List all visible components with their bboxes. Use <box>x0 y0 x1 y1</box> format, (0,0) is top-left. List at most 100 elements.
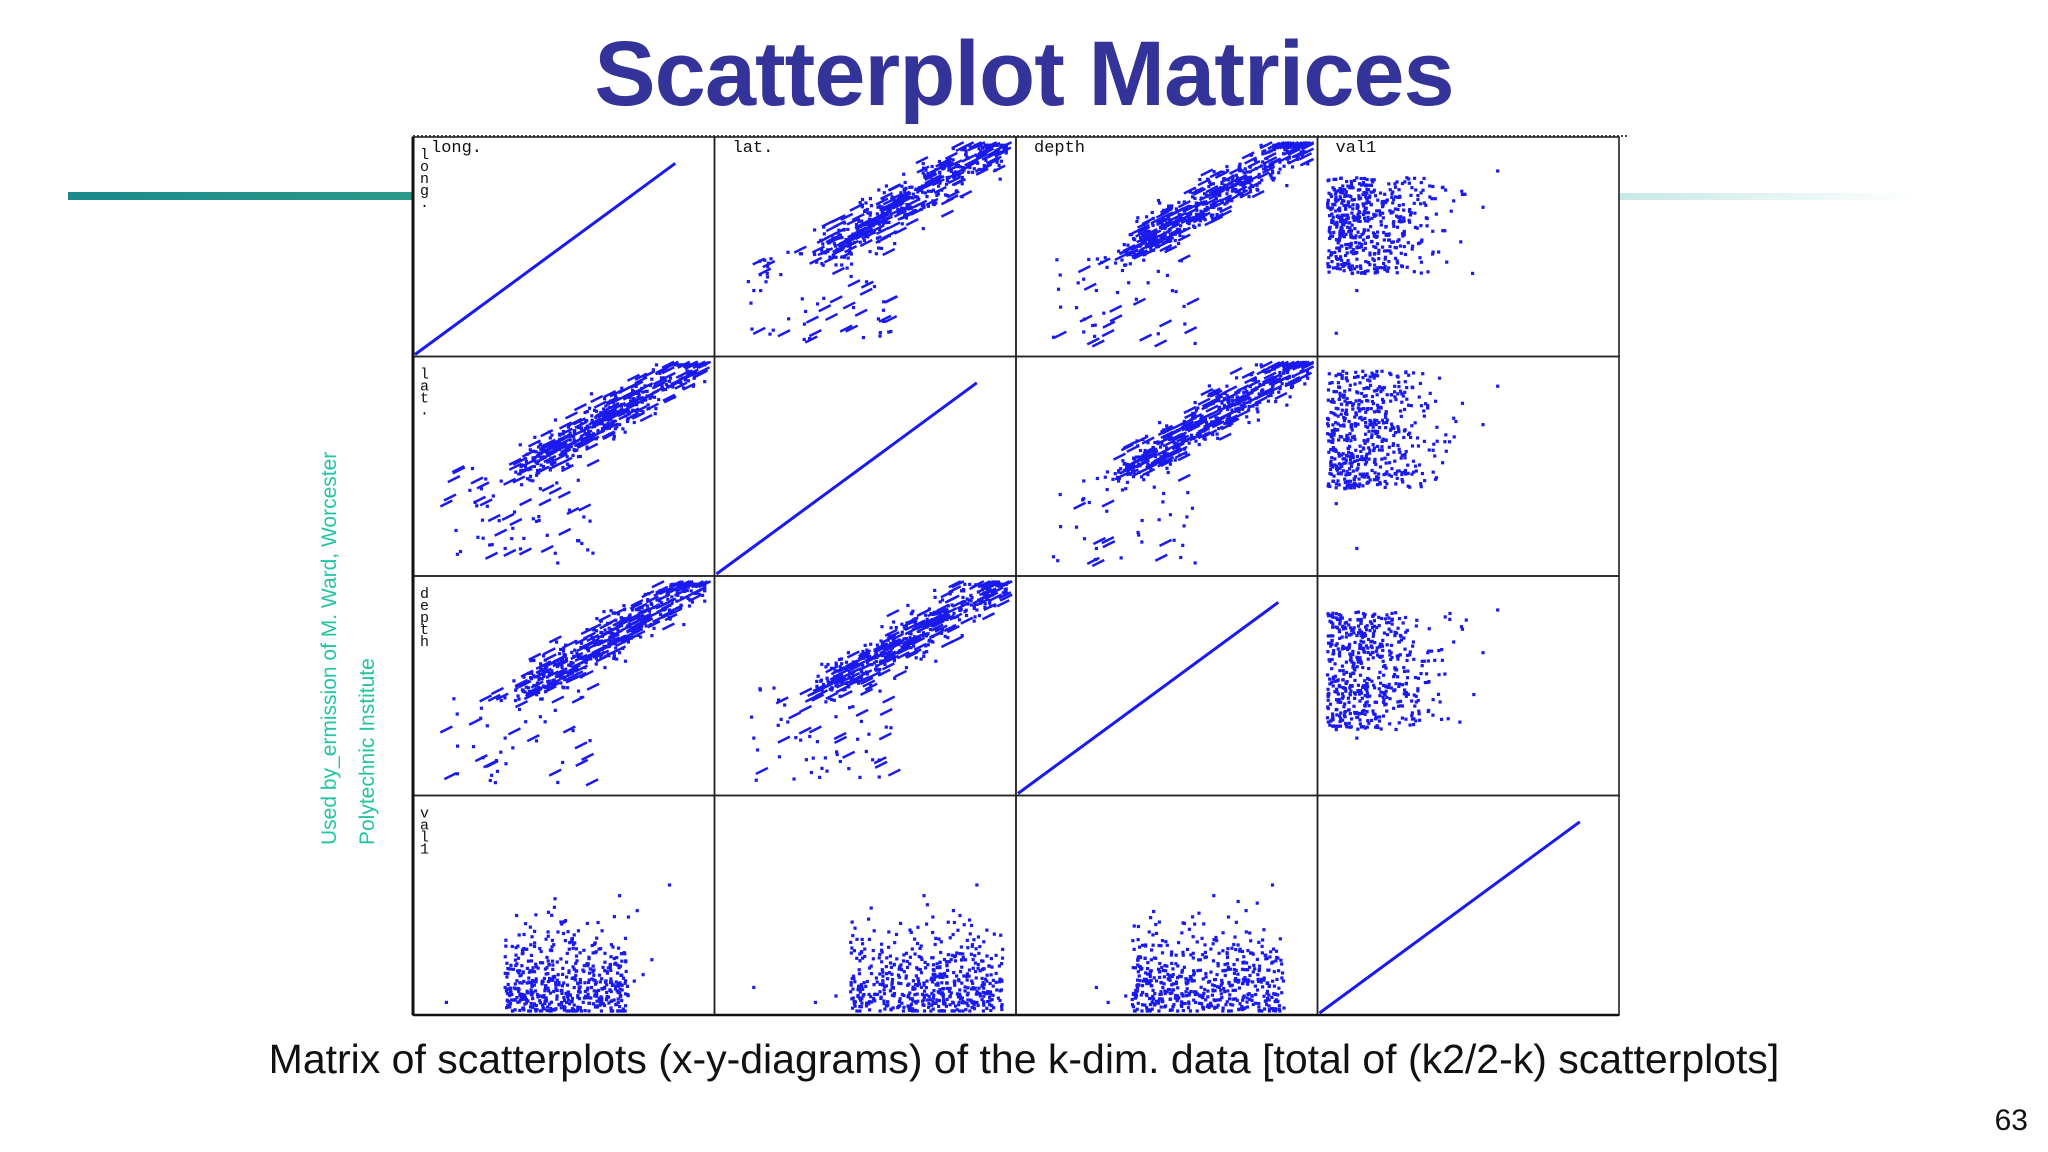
point-0-2-442 <box>1253 158 1258 163</box>
point-2-1-506 <box>861 663 865 667</box>
point-0-1-263 <box>960 175 964 180</box>
point-2-1-464 <box>900 622 904 626</box>
point-2-1-197 <box>867 732 871 736</box>
point-1-0-508 <box>664 387 668 392</box>
point-1-3-216 <box>1385 393 1389 397</box>
point-1-0-335 <box>646 403 650 407</box>
point-0-2-257 <box>1163 226 1167 231</box>
point-0-2-430 <box>1246 176 1250 180</box>
point-0-3-155 <box>1370 178 1374 182</box>
point-2-1-122 <box>838 759 842 764</box>
point-2-0-355 <box>525 692 529 696</box>
point-0-3-494 <box>1384 225 1388 229</box>
point-1-3-539 <box>1331 445 1335 450</box>
point-1-3-496 <box>1380 445 1384 449</box>
point-3-0-53 <box>529 943 533 947</box>
point-2-1-119 <box>877 775 881 779</box>
point-0-1-22 <box>837 228 841 232</box>
point-1-2-406 <box>1227 402 1231 406</box>
point-0-3-357 <box>1374 213 1378 217</box>
point-0-1-65 <box>863 209 867 214</box>
point-2-3-92 <box>1385 709 1389 713</box>
point-1-3-403 <box>1368 422 1372 426</box>
point-2-0-238 <box>560 665 564 670</box>
point-3-0-26 <box>540 995 544 999</box>
point-2-0-518 <box>543 658 547 662</box>
point-1-2-275 <box>1247 404 1251 409</box>
point-0-1-197 <box>921 171 925 175</box>
point-2-0-332 <box>673 582 677 586</box>
point-0-3-511 <box>1422 176 1426 181</box>
point-3-0-14 <box>568 941 572 945</box>
point-1-2-209 <box>1215 432 1219 436</box>
point-2-3-162 <box>1361 685 1365 689</box>
point-2-0-347 <box>585 627 589 632</box>
point-0-3-184 <box>1358 264 1363 268</box>
point-2-1-18 <box>946 624 960 634</box>
point-2-0-502 <box>551 679 555 683</box>
point-1-0-440 <box>665 385 670 389</box>
point-0-3-45 <box>1364 201 1368 205</box>
point-0-1-451 <box>916 190 920 194</box>
point-1-0-7 <box>618 423 622 427</box>
point-2-3-188 <box>1386 685 1391 690</box>
point-2-0-537 <box>618 616 632 625</box>
point-3-0-71 <box>583 981 587 985</box>
point-0-3-330 <box>1368 251 1372 255</box>
point-0-2-12 <box>1101 329 1115 338</box>
point-0-2-369 <box>1268 157 1282 166</box>
point-1-0-166 <box>606 402 610 406</box>
point-0-3-340 <box>1361 212 1366 217</box>
point-2-3-317 <box>1341 718 1345 722</box>
point-1-3-106 <box>1397 384 1401 389</box>
point-1-2-145 <box>1259 363 1263 367</box>
point-0-1-163 <box>921 166 926 170</box>
point-2-0-417 <box>565 666 579 676</box>
point-1-0-475 <box>629 399 633 403</box>
point-0-3-490 <box>1463 192 1467 196</box>
point-1-3-448 <box>1331 397 1335 402</box>
point-0-3-455 <box>1430 252 1435 256</box>
point-0-1-282 <box>875 226 890 235</box>
point-2-0-92 <box>550 671 554 675</box>
point-1-0-477 <box>542 438 556 447</box>
point-0-1-444 <box>959 190 973 199</box>
point-1-0-415 <box>627 404 632 408</box>
point-2-1-484 <box>983 605 987 609</box>
point-1-2-426 <box>1292 360 1306 369</box>
point-1-0-530 <box>567 508 572 512</box>
point-1-0-157 <box>552 446 556 450</box>
point-2-1-32 <box>851 705 855 709</box>
point-2-3-392 <box>1351 628 1355 632</box>
point-2-1-272 <box>924 634 929 638</box>
point-2-0-97 <box>611 631 615 636</box>
point-0-2-315 <box>1220 175 1234 184</box>
point-3-0-9 <box>556 930 560 934</box>
point-1-3-443 <box>1357 398 1362 403</box>
point-0-3-287 <box>1402 244 1406 249</box>
point-1-2-32 <box>1222 397 1227 401</box>
point-1-0-486 <box>632 386 646 395</box>
point-1-3-490 <box>1376 387 1380 391</box>
point-0-3-112 <box>1382 231 1386 235</box>
point-1-3-64 <box>1375 393 1379 397</box>
point-1-3-210 <box>1392 390 1397 394</box>
point-1-2-320 <box>1241 407 1245 411</box>
point-0-1-536 <box>804 309 808 314</box>
point-1-0-471 <box>539 446 553 455</box>
point-0-3-378 <box>1348 245 1352 249</box>
point-1-0-326 <box>555 481 559 485</box>
point-0-1-60 <box>823 255 837 264</box>
point-1-3-481 <box>1388 371 1392 375</box>
point-1-3-99 <box>1369 435 1374 439</box>
point-1-3-98 <box>1375 369 1379 374</box>
point-0-1-491 <box>802 322 807 326</box>
point-1-3-340 <box>1379 406 1383 410</box>
point-0-1-67 <box>800 297 804 301</box>
point-1-2-55 <box>1173 458 1177 462</box>
point-0-3-256 <box>1381 216 1385 220</box>
point-0-2-539 <box>1145 232 1149 236</box>
point-0-2-397 <box>1156 220 1160 225</box>
point-0-1-305 <box>769 257 773 261</box>
point-1-0-353 <box>533 435 537 439</box>
